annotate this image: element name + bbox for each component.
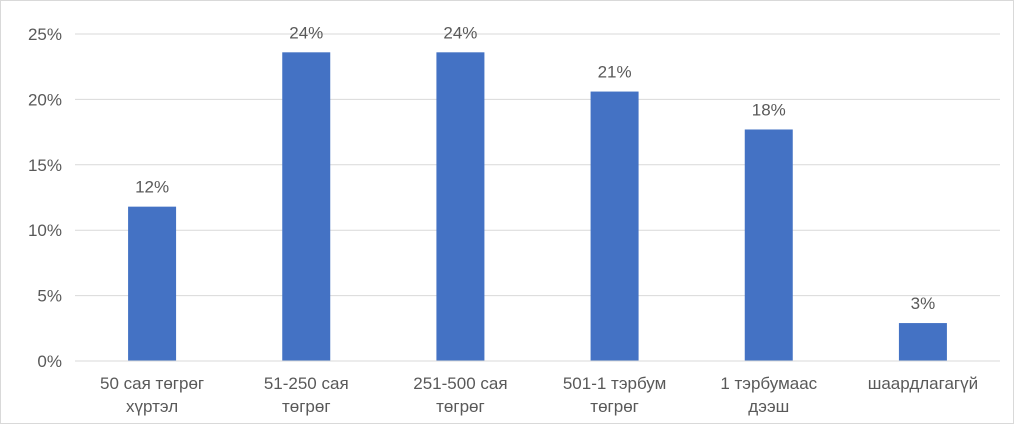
x-tick-label-line: 1 тэрбумаас [720,374,817,393]
y-tick-label: 10% [28,221,62,240]
x-tick-label: 1 тэрбумаас дээш [720,374,817,416]
data-label: 12% [135,178,169,197]
x-tick-label: 501-1 тэрбум төгрөг [563,374,666,416]
x-tick-label: 50 сая төгрөг хүртэл [100,374,204,416]
data-label: 3% [911,294,936,313]
data-label: 24% [443,23,477,42]
y-tick-label: 25% [28,25,62,44]
bar [744,129,793,361]
x-tick-label-line: төгрөг [590,397,639,416]
data-label: 21% [598,63,632,82]
data-label: 24% [289,23,323,42]
x-tick-label-line: дээш [748,397,789,416]
bar [282,52,331,361]
y-tick-label: 5% [37,287,62,306]
data-label: 18% [752,100,786,119]
x-tick-label-line: 501-1 тэрбум [563,374,666,393]
y-tick-label: 0% [37,352,62,371]
y-tick-label: 15% [28,156,62,175]
x-tick-label-line: 50 сая төгрөг [100,374,204,393]
x-tick-label-line: 251-500 сая [413,374,507,393]
x-tick-label-line: хүртэл [126,397,178,416]
x-tick-label: шаардлагагүй [868,374,978,393]
bar [898,323,947,361]
x-tick-label-line: 51-250 сая [264,374,349,393]
x-tick-label-line: шаардлагагүй [868,374,978,393]
x-tick-label: 51-250 сая төгрөг [264,374,349,416]
y-tick-label: 20% [28,90,62,109]
bar [128,206,177,361]
bar [436,52,485,361]
x-tick-label: 251-500 сая төгрөг [413,374,507,416]
x-tick-label-line: төгрөг [282,397,331,416]
bar [590,91,639,361]
x-tick-label-line: төгрөг [436,397,485,416]
